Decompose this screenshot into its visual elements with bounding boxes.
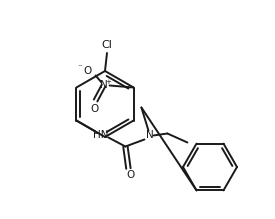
Text: O: O — [126, 171, 134, 180]
Text: N: N — [145, 131, 153, 141]
Text: HN: HN — [93, 129, 108, 140]
Text: Cl: Cl — [101, 40, 112, 50]
Text: ⁻: ⁻ — [77, 63, 82, 72]
Text: O: O — [83, 67, 92, 76]
Text: N: N — [100, 81, 108, 90]
Text: O: O — [90, 104, 99, 113]
Text: +: + — [106, 78, 112, 85]
